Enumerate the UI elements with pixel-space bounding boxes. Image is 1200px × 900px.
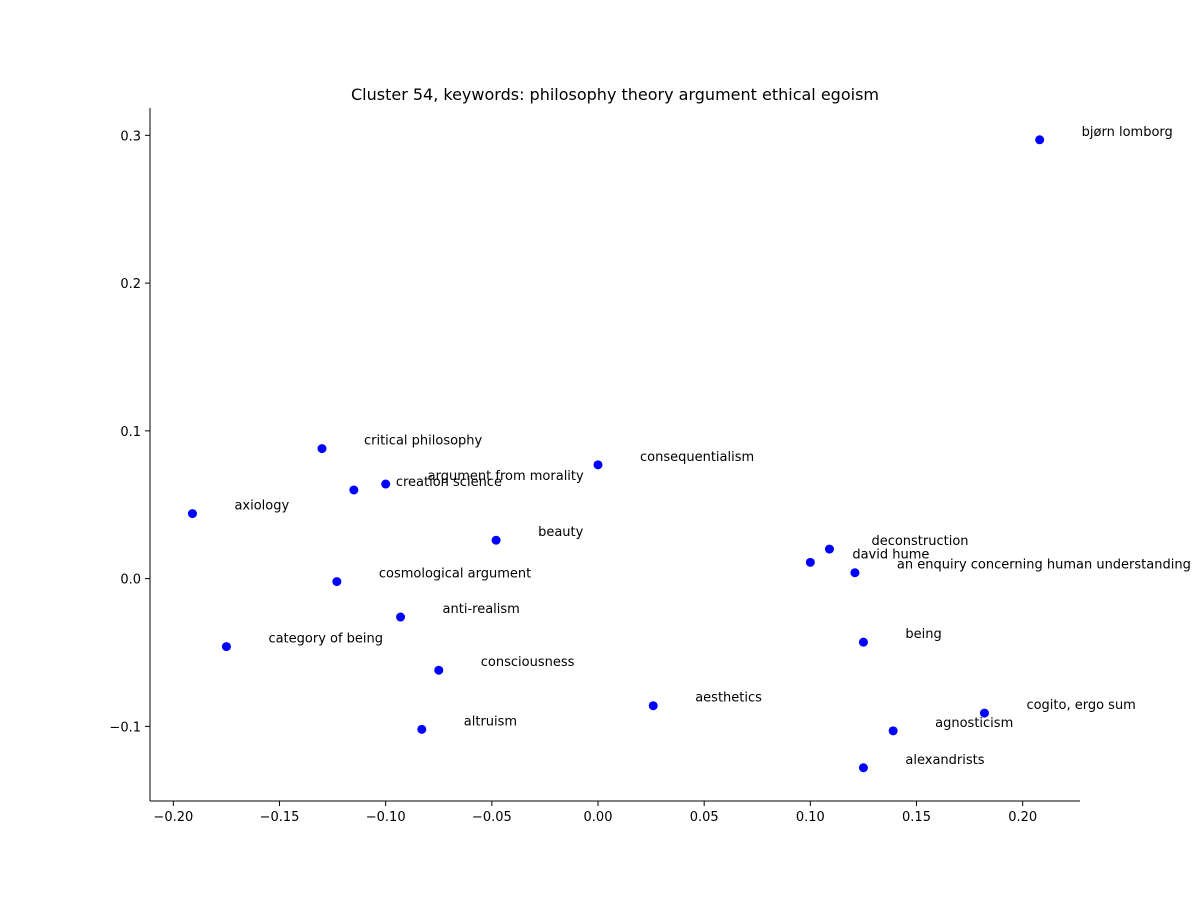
point-label: consequentialism	[640, 450, 754, 465]
data-point	[979, 708, 989, 718]
point-label: agnosticism	[935, 716, 1013, 731]
point-label: aesthetics	[695, 691, 762, 706]
data-point	[858, 763, 868, 773]
x-tick-label: −0.15	[260, 810, 300, 825]
y-tick-label: 0.2	[120, 277, 141, 292]
data-point	[824, 544, 834, 554]
point-label: alexandrists	[905, 753, 984, 768]
data-point	[187, 509, 197, 519]
y-tick-label: −0.1	[109, 720, 141, 735]
data-point	[349, 485, 359, 495]
x-axis-ticks: −0.20 −0.15 −0.10 −0.05 0.00 0.05 0.10 0.15 0.20	[153, 801, 1037, 825]
data-point	[1035, 135, 1045, 145]
point-label: an enquiry concerning human understandin…	[897, 558, 1191, 573]
data-point	[381, 479, 391, 489]
data-point	[417, 724, 427, 734]
x-tick-label: 0.20	[1008, 810, 1037, 825]
x-tick-label: 0.15	[902, 810, 931, 825]
point-label: cosmological argument	[379, 567, 531, 582]
point-label: deconstruction	[871, 534, 968, 549]
data-point	[850, 568, 860, 578]
point-label: axiology	[234, 499, 289, 514]
data-points	[187, 135, 1045, 773]
point-label: consciousness	[481, 655, 575, 670]
point-label: bjørn lomborg	[1082, 125, 1173, 140]
point-label: beauty	[538, 525, 584, 540]
point-label: anti-realism	[443, 602, 520, 617]
data-point	[221, 642, 231, 652]
data-point	[805, 557, 815, 567]
data-point	[858, 637, 868, 647]
y-tick-label: 0.0	[120, 573, 141, 588]
point-label: being	[905, 627, 941, 642]
y-tick-label: 0.3	[120, 129, 141, 144]
point-label: category of being	[268, 632, 383, 647]
data-point	[593, 460, 603, 470]
x-tick-label: 0.05	[690, 810, 719, 825]
data-point	[888, 726, 898, 736]
x-tick-label: 0.00	[584, 810, 613, 825]
point-label: creation science	[396, 475, 502, 490]
y-tick-label: 0.1	[120, 425, 141, 440]
x-tick-label: −0.10	[366, 810, 406, 825]
data-point	[434, 665, 444, 675]
data-point	[396, 612, 406, 622]
x-tick-label: −0.05	[472, 810, 512, 825]
x-tick-label: −0.20	[153, 810, 193, 825]
data-point	[332, 577, 342, 587]
point-label: critical philosophy	[364, 434, 483, 449]
point-labels: bjørn lomborg critical philosophy conseque…	[234, 125, 1190, 768]
y-axis-ticks: −0.1 0.0 0.1 0.2 0.3	[109, 129, 150, 735]
point-label: david hume	[852, 547, 929, 562]
chart-title: Cluster 54, keywords: philosophy theory …	[351, 85, 879, 104]
data-point	[317, 444, 327, 454]
point-label: argument from morality	[428, 469, 584, 484]
data-point	[491, 535, 501, 545]
data-point	[648, 701, 658, 711]
x-tick-label: 0.10	[796, 810, 825, 825]
point-label: altruism	[464, 714, 517, 729]
point-label: cogito, ergo sum	[1026, 698, 1135, 713]
